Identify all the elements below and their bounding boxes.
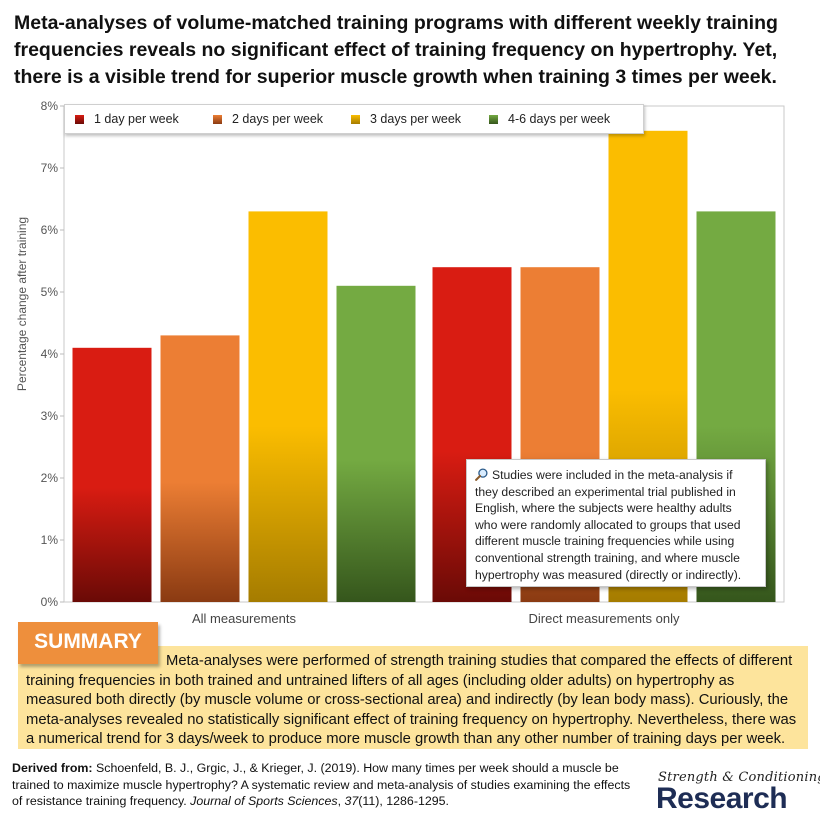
legend-label: 1 day per week	[94, 112, 179, 126]
y-tick-label: 3%	[41, 409, 59, 423]
chart-legend: 1 day per week 2 days per week 3 days per …	[64, 104, 644, 134]
legend-label: 4-6 days per week	[508, 112, 611, 126]
page-title: Meta-analyses of volume-matched training…	[14, 12, 778, 88]
legend-swatch	[213, 114, 222, 124]
chart-annotation: Studies were included in the meta-analys…	[466, 459, 766, 587]
y-tick-label: 4%	[41, 347, 59, 361]
citation-comma: ,	[337, 794, 345, 808]
summary-text: Meta-analyses were performed of strength…	[26, 653, 797, 748]
magnifier-icon	[475, 468, 488, 481]
legend-swatch	[351, 114, 360, 124]
bar	[72, 347, 152, 602]
y-tick-label: 1%	[41, 533, 59, 547]
logo: Strength & Conditioning Research	[656, 770, 820, 816]
legend-swatch	[75, 114, 84, 124]
bar	[248, 211, 328, 602]
logo-top-text: Strength & Conditioning	[658, 770, 820, 785]
y-tick-label: 2%	[41, 471, 59, 485]
citation: Derived from: Schoenfeld, B. J., Grgic, …	[12, 760, 632, 810]
citation-text: Schoenfeld, B. J., Grgic, J., & Krieger,…	[12, 761, 631, 808]
legend-item: 4-6 days per week	[489, 112, 627, 126]
x-tick-label: Direct measurements only	[529, 611, 680, 626]
legend-swatch	[489, 114, 498, 124]
legend-item: 2 days per week	[213, 112, 351, 126]
citation-label: Derived from:	[12, 761, 93, 775]
bar	[160, 335, 240, 602]
summary-label: SUMMARY	[18, 622, 158, 664]
legend-item: 1 day per week	[75, 112, 213, 126]
y-tick-label: 6%	[41, 223, 59, 237]
legend-label: 3 days per week	[370, 112, 462, 126]
y-axis-label: Percentage change after training	[15, 217, 29, 391]
legend-label: 2 days per week	[232, 112, 324, 126]
annotation-text: Studies were included in the meta-analys…	[475, 468, 742, 582]
legend-item: 3 days per week	[351, 112, 489, 126]
y-tick-label: 8%	[41, 99, 59, 113]
citation-volume: 37	[344, 794, 359, 808]
y-tick-label: 0%	[41, 595, 59, 609]
y-tick-label: 7%	[41, 161, 59, 175]
citation-pages: (11), 1286-1295.	[358, 794, 449, 808]
bar	[336, 285, 416, 602]
logo-bottom-text: Research	[656, 782, 788, 815]
x-tick-label: All measurements	[192, 611, 297, 626]
citation-journal: Journal of Sports Sciences	[190, 794, 338, 808]
y-tick-label: 5%	[41, 285, 59, 299]
bar-chart: 0% 1% 2% 3% 4% 5% 6% 7% 8% Percentage change afte…	[15, 99, 785, 626]
